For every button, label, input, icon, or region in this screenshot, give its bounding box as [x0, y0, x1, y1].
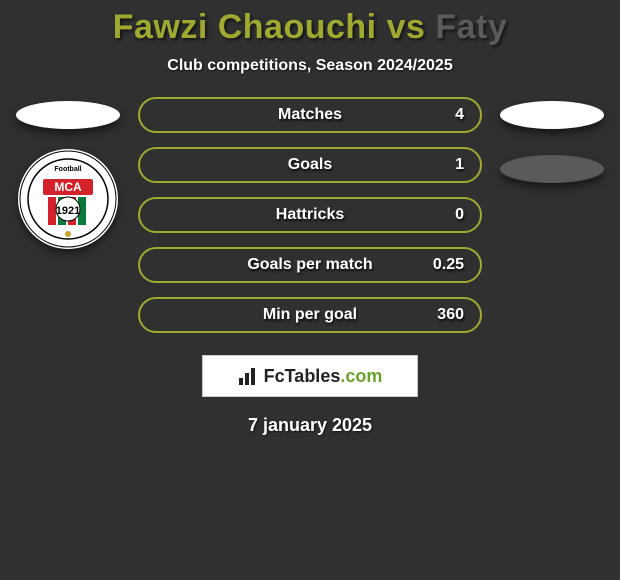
- stat-value: 0.25: [433, 256, 464, 274]
- bars-icon: [238, 366, 258, 386]
- stat-label: Hattricks: [276, 206, 344, 224]
- stat-value: 4: [455, 106, 464, 124]
- stat-label: Goals per match: [247, 256, 372, 274]
- player-right-name: Faty: [435, 8, 507, 46]
- stat-bar: Goals 1: [138, 147, 482, 183]
- stats-column: Matches 4 Goals 1 Hattricks 0 Goals per match 0…: [128, 97, 492, 333]
- date-label: 7 january 2025: [0, 415, 620, 436]
- stat-value: 1: [455, 156, 464, 174]
- left-column: Football MCA 1921: [8, 97, 128, 249]
- stat-label: Matches: [278, 106, 342, 124]
- team-badge-left: Football MCA 1921: [18, 149, 118, 249]
- stat-bar: Goals per match 0.25: [138, 247, 482, 283]
- mca-badge-icon: Football MCA 1921: [18, 149, 118, 249]
- logo-brand: FcTables: [264, 366, 341, 386]
- comparison-infographic: Fawzi Chaouchi vs Faty Club competitions…: [0, 0, 620, 580]
- stat-value: 0: [455, 206, 464, 224]
- logo-domain: .com: [340, 366, 382, 386]
- badge-year: 1921: [56, 205, 80, 217]
- stat-bar: Hattricks 0: [138, 197, 482, 233]
- page-title: Fawzi Chaouchi vs Faty: [0, 0, 620, 47]
- stat-label: Min per goal: [263, 306, 357, 324]
- stat-value: 360: [437, 306, 464, 324]
- fctables-logo: FcTables.com: [202, 355, 418, 397]
- stat-bar: Min per goal 360: [138, 297, 482, 333]
- player-left-name: Fawzi Chaouchi: [113, 8, 377, 46]
- stat-label: Goals: [288, 156, 332, 174]
- stat-bar: Matches 4: [138, 97, 482, 133]
- content-row: Football MCA 1921 Matches 4 Goals 1 Hattrick…: [0, 97, 620, 333]
- team-right-ellipse: [500, 155, 604, 183]
- right-column: [492, 97, 612, 183]
- badge-banner: MCA: [54, 180, 82, 194]
- player-right-ellipse: [500, 101, 604, 129]
- player-left-ellipse: [16, 101, 120, 129]
- subtitle: Club competitions, Season 2024/2025: [0, 57, 620, 75]
- badge-top-text: Football: [54, 166, 81, 173]
- vs-separator: vs: [377, 8, 436, 46]
